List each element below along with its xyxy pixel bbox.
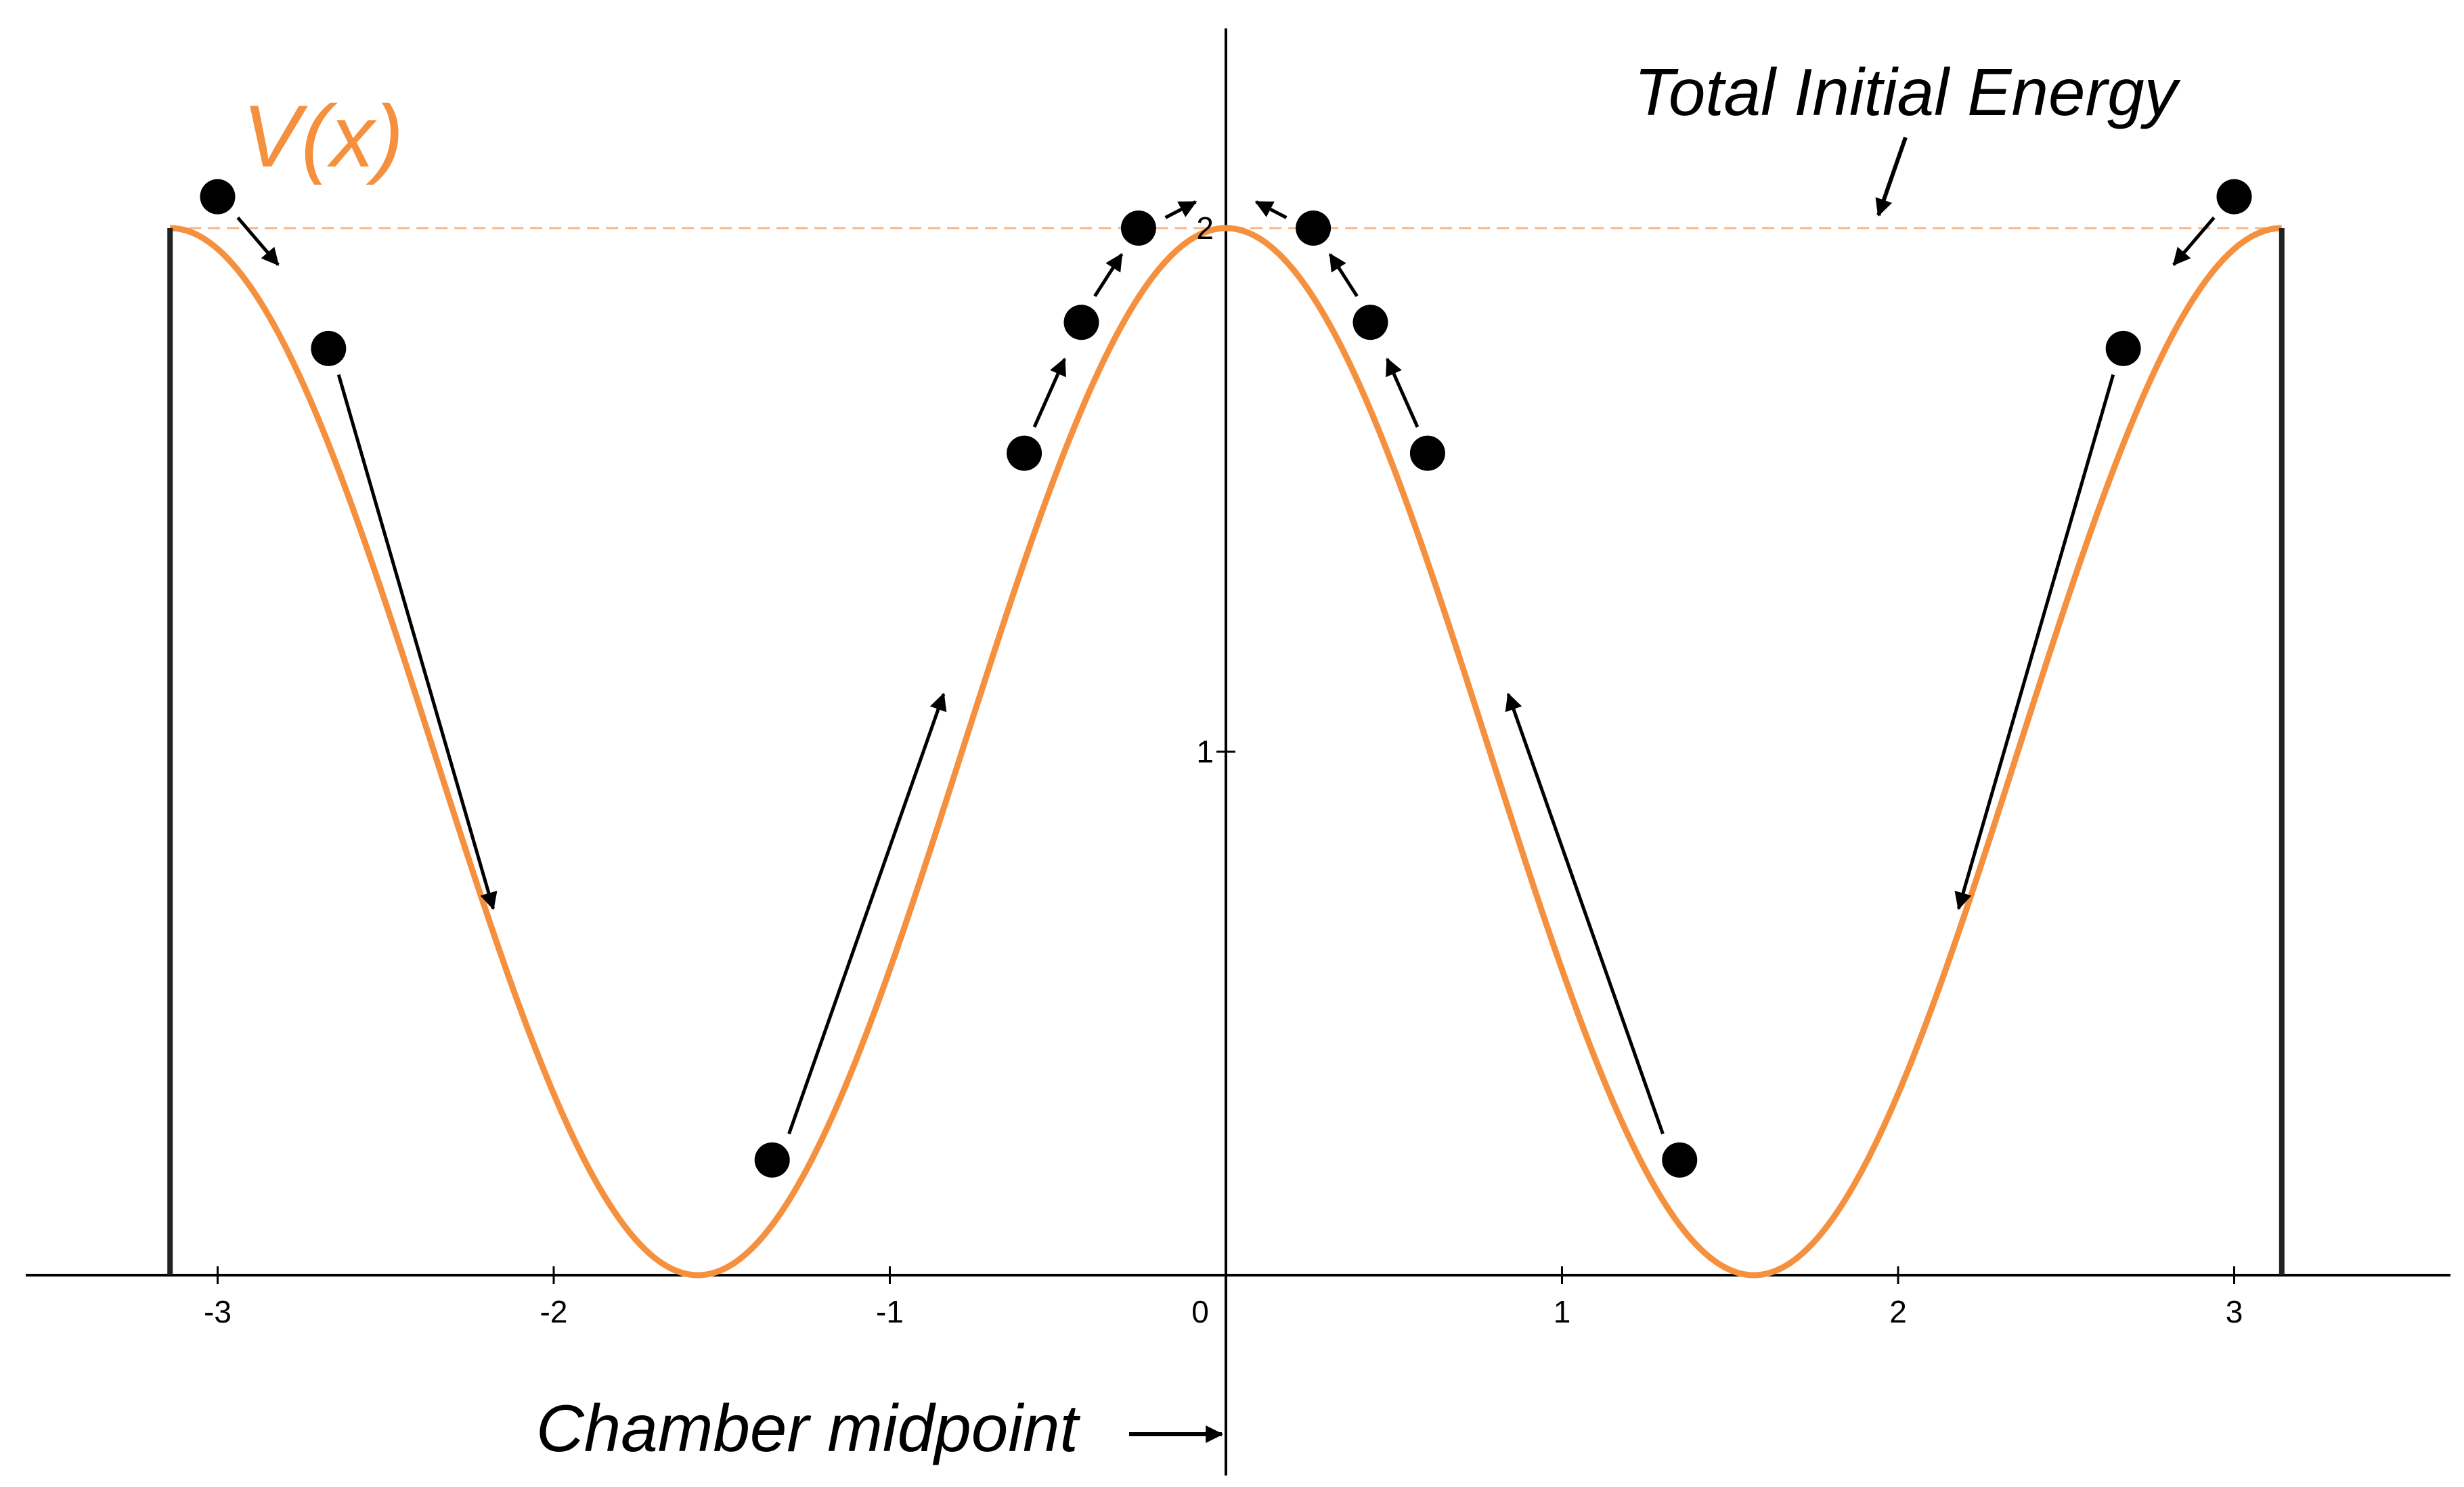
motion-arrow — [787, 692, 947, 1134]
y-tick-label: 1 — [1196, 734, 1214, 770]
particle-point — [1352, 305, 1388, 340]
x-tick-label: 1 — [1554, 1294, 1571, 1329]
particle-point — [1296, 210, 1332, 246]
x-tick-label: -1 — [876, 1294, 904, 1329]
y-tick-label: 2 — [1196, 210, 1214, 246]
x-tick-label: -3 — [204, 1294, 232, 1329]
energy-label-pointer-arrow — [1875, 137, 1908, 217]
particle-point — [311, 330, 347, 366]
chamber-midpoint-label: Chamber midpoint — [536, 1391, 1080, 1465]
particle-point — [2105, 330, 2141, 366]
curve-label: V(x) — [242, 87, 403, 185]
tick-labels-layer: -3 -2 -1 0 1 2 3 1 2 — [204, 210, 2243, 1329]
particle-point — [2216, 179, 2252, 215]
particle-point — [1063, 305, 1099, 340]
x-tick-label: -2 — [540, 1294, 568, 1329]
motion-arrow — [236, 216, 280, 266]
particle-point — [1662, 1142, 1698, 1178]
axes — [26, 28, 2450, 1475]
potential-curve — [170, 225, 2282, 1279]
motion-arrow — [1386, 357, 1420, 428]
motion-arrow — [1093, 252, 1124, 297]
particle-point — [1120, 210, 1156, 246]
motion-arrow — [1328, 252, 1359, 297]
x-tick-label: 0 — [1191, 1294, 1209, 1329]
motion-arrow — [1954, 374, 2115, 910]
energy-level-label: Total Initial Energy — [1634, 55, 2181, 129]
particle-point — [754, 1142, 790, 1178]
particle-point — [1409, 435, 1445, 471]
motion-arrow — [336, 374, 498, 910]
motion-arrow — [1254, 200, 1288, 219]
motion-arrows-layer — [236, 200, 2216, 1134]
motion-arrow — [1032, 357, 1066, 428]
x-tick-label: 3 — [2226, 1294, 2243, 1329]
curve-layer — [170, 225, 2282, 1279]
motion-arrow — [2172, 216, 2216, 266]
particle-point — [1007, 435, 1042, 471]
particle-point — [200, 179, 236, 215]
walls-layer — [167, 228, 2285, 1275]
motion-arrow — [1164, 200, 1197, 219]
points-layer — [200, 179, 2252, 1178]
motion-arrow — [1505, 692, 1665, 1134]
x-tick-label: 2 — [1889, 1294, 1907, 1329]
